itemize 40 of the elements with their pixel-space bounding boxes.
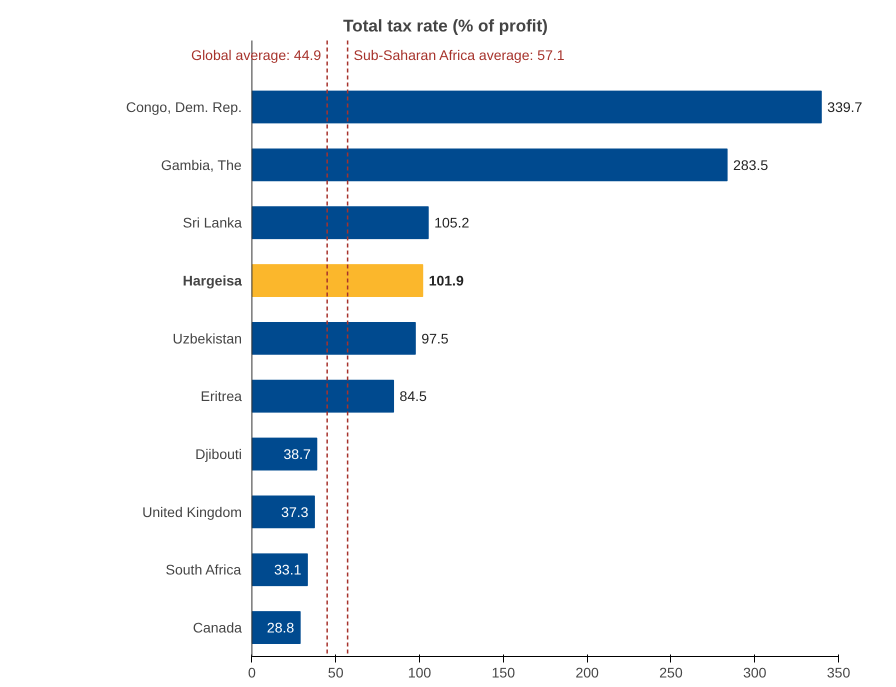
y-tick-label: Eritrea bbox=[200, 388, 242, 404]
x-tick-label: 350 bbox=[826, 664, 850, 680]
bar bbox=[251, 264, 424, 297]
data-label: 37.3 bbox=[281, 504, 309, 520]
data-label: 101.9 bbox=[428, 272, 464, 289]
bar bbox=[251, 553, 308, 586]
data-label: 97.5 bbox=[421, 330, 449, 346]
y-tick-label: United Kingdom bbox=[142, 504, 242, 520]
y-tick-label: Canada bbox=[192, 620, 242, 636]
x-tick-label: 300 bbox=[743, 664, 767, 680]
x-tick-label: 200 bbox=[575, 664, 600, 680]
y-tick-label: Hargeisa bbox=[182, 272, 242, 289]
data-label: 33.1 bbox=[274, 562, 302, 578]
data-label: 28.8 bbox=[266, 620, 294, 636]
chart-title: Total tax rate (% of profit) bbox=[343, 16, 548, 36]
data-label: 283.5 bbox=[733, 156, 768, 173]
x-tick-label: 50 bbox=[328, 664, 344, 680]
bar bbox=[251, 438, 318, 470]
bar bbox=[251, 322, 416, 355]
y-tick-label: Sri Lanka bbox=[182, 214, 242, 231]
bar bbox=[251, 90, 822, 124]
y-tick-label: South Africa bbox=[166, 562, 242, 578]
y-tick-label: Djibouti bbox=[195, 446, 242, 462]
data-label: 38.7 bbox=[284, 446, 311, 462]
bar bbox=[251, 380, 394, 413]
y-tick-label: Congo, Dem. Rep. bbox=[126, 99, 242, 116]
x-tick-label: 250 bbox=[659, 664, 683, 680]
y-tick-label: Gambia, The bbox=[160, 156, 242, 173]
bar bbox=[251, 206, 429, 240]
bar bbox=[251, 495, 315, 528]
data-label: 339.7 bbox=[827, 99, 863, 116]
data-label: 84.5 bbox=[400, 388, 427, 404]
bar bbox=[251, 611, 301, 644]
x-tick-label: 100 bbox=[408, 664, 432, 680]
y-tick-label: Uzbekistan bbox=[172, 330, 242, 346]
x-tick-label: 0 bbox=[248, 664, 256, 680]
ref-line-label: Sub-Saharan Africa average: 57.1 bbox=[354, 46, 565, 63]
bar bbox=[251, 148, 728, 182]
data-label: 105.2 bbox=[434, 214, 470, 231]
x-tick-label: 150 bbox=[492, 664, 516, 680]
